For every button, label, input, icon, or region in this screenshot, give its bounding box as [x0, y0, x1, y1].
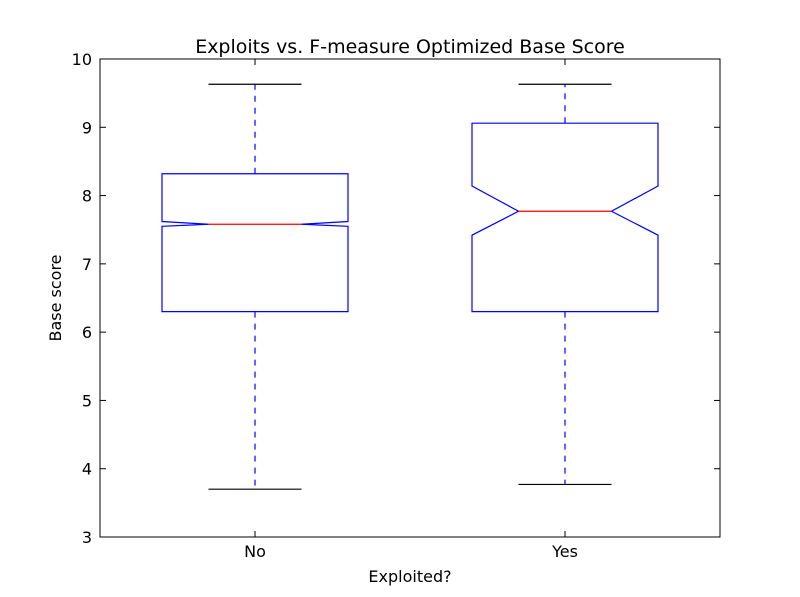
y-tick-label: 5: [82, 391, 92, 410]
y-tick-label: 8: [82, 187, 92, 206]
y-tick-label: 7: [82, 255, 92, 274]
notched-box: [471, 122, 659, 313]
x-tick-label: Yes: [551, 542, 578, 561]
y-axis-title: Base score: [46, 254, 65, 341]
plot-frame: [99, 58, 721, 538]
y-tick-label: 10: [72, 50, 92, 69]
y-tick-label: 4: [82, 460, 92, 479]
chart-title: Exploits vs. F-measure Optimized Base Sc…: [195, 36, 625, 58]
x-tick-label: No: [244, 542, 266, 561]
notched-box: [161, 173, 349, 313]
plot-area: 3 4 5 6 7 8 9 10 No Yes: [72, 50, 721, 561]
x-axis-title: Exploited?: [368, 567, 451, 586]
y-tick-label: 6: [82, 323, 92, 342]
y-tick-label: 9: [82, 118, 92, 137]
y-tick-label: 3: [82, 528, 92, 547]
